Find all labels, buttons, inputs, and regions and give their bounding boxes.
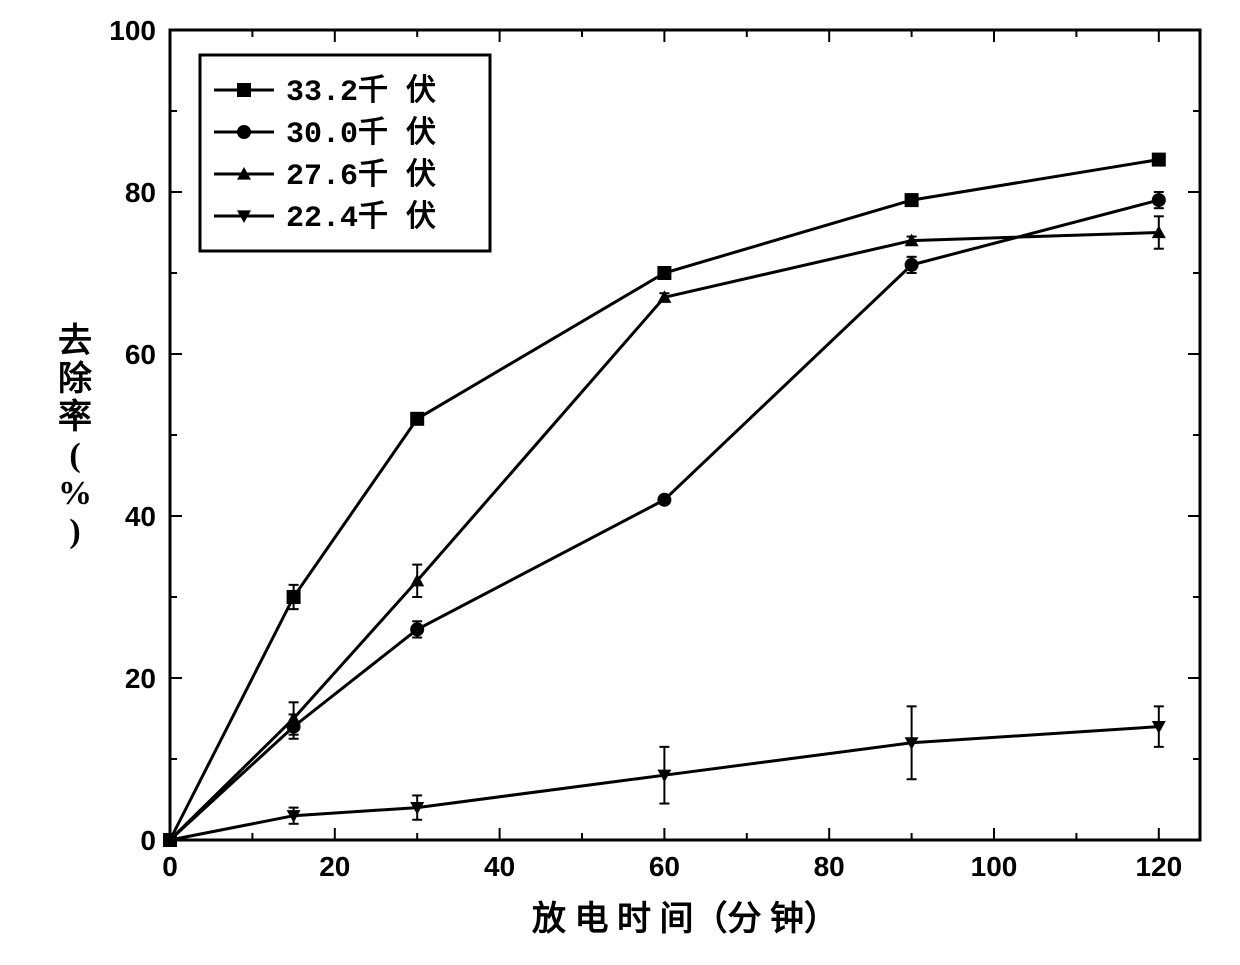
y-tick-label: 60 xyxy=(125,339,156,370)
y-tick-label: 20 xyxy=(125,663,156,694)
legend-label: 33.2千 伏 xyxy=(286,74,436,110)
svg-text:%: % xyxy=(58,475,92,512)
x-tick-label: 60 xyxy=(649,851,680,882)
x-tick-label: 80 xyxy=(814,851,845,882)
x-tick-label: 0 xyxy=(162,851,178,882)
x-tick-label: 40 xyxy=(484,851,515,882)
svg-text:率: 率 xyxy=(58,398,92,436)
legend-label: 22.4千 伏 xyxy=(286,200,436,236)
legend-label: 30.0千 伏 xyxy=(286,116,436,152)
svg-text:除: 除 xyxy=(58,359,93,398)
svg-text:): ) xyxy=(69,513,80,550)
x-tick-label: 100 xyxy=(971,851,1018,882)
y-tick-label: 40 xyxy=(125,501,156,532)
y-tick-label: 80 xyxy=(125,177,156,208)
y-tick-label: 0 xyxy=(140,825,156,856)
series-3 xyxy=(163,706,1166,847)
x-tick-label: 20 xyxy=(319,851,350,882)
legend-label: 27.6千 伏 xyxy=(286,158,436,194)
chart-svg: 0 20 40 60 80 100 120 0 20 40 60 80 100 放 电 时 间（分 钟） 去… xyxy=(0,0,1240,965)
x-axis-label: 放 电 时 间（分 钟） xyxy=(532,899,838,938)
svg-text:(: ( xyxy=(69,437,80,474)
y-axis-label: 去除率(%) xyxy=(58,322,93,550)
legend: 33.2千 伏 30.0千 伏 27.6千 伏 22.4千 伏 xyxy=(200,55,490,251)
svg-text:去: 去 xyxy=(58,322,92,360)
removal-rate-chart: 0 20 40 60 80 100 120 0 20 40 60 80 100 放 电 时 间（分 钟） 去… xyxy=(0,0,1240,965)
y-tick-label: 100 xyxy=(109,15,156,46)
x-tick-label: 120 xyxy=(1135,851,1182,882)
